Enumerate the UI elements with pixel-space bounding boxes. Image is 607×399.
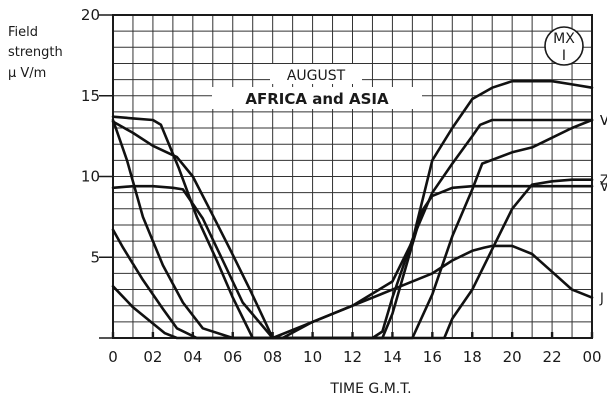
x-tick-label: 18 — [463, 348, 482, 366]
badge-line: MX — [553, 31, 575, 47]
tick-labels: 0 02 04 06 08 10 12 14 16 18 20 22 00 5 10 15 20 TIME G.M… — [81, 6, 602, 397]
y-tick-label: 10 — [81, 168, 100, 186]
subtitle-backdrop — [212, 87, 422, 109]
x-tick-label: 20 — [503, 348, 522, 366]
series-line — [111, 118, 594, 340]
x-tick-label: 04 — [183, 348, 202, 366]
y-tick-label: 20 — [81, 6, 100, 24]
x-tick-label: 08 — [263, 348, 282, 366]
y-tick-label: 5 — [90, 248, 100, 266]
y-axis-label-line: strength — [8, 45, 63, 60]
badge-circle — [544, 26, 584, 66]
y-axis-label: Field strength μ V/m — [8, 25, 63, 81]
series-end-label: J — [599, 292, 604, 307]
series-end-label: V — [600, 180, 607, 195]
grid — [113, 15, 592, 338]
series-line — [111, 184, 594, 340]
series-end-label: V — [600, 114, 607, 129]
y-axis-label-line: μ V/m — [8, 66, 46, 81]
x-axis-label: TIME G.M.T. — [329, 381, 411, 397]
chart-subtitle: AFRICA and ASIA — [245, 90, 389, 108]
series-end-label: V — [600, 114, 607, 129]
y-axis-label-line: Field — [8, 25, 38, 40]
badge-line: I — [562, 48, 566, 64]
x-tick-label: 14 — [383, 348, 402, 366]
x-tick-label: 22 — [543, 348, 562, 366]
x-tick-label: 12 — [343, 348, 362, 366]
title-backdrop — [270, 64, 362, 84]
series-end-label: Z — [600, 174, 607, 189]
x-tick-label: 0 — [108, 348, 118, 366]
x-tick-label: 02 — [143, 348, 162, 366]
x-tick-label: 10 — [303, 348, 322, 366]
series-line — [111, 79, 594, 340]
annotations: AUGUST AFRICA and ASIA MXI — [212, 26, 584, 109]
x-tick-label: 16 — [423, 348, 442, 366]
x-tick-label: 06 — [223, 348, 242, 366]
chart-title: AUGUST — [287, 68, 346, 84]
x-tick-label: 00 — [582, 348, 601, 366]
y-tick-label: 15 — [81, 87, 100, 105]
